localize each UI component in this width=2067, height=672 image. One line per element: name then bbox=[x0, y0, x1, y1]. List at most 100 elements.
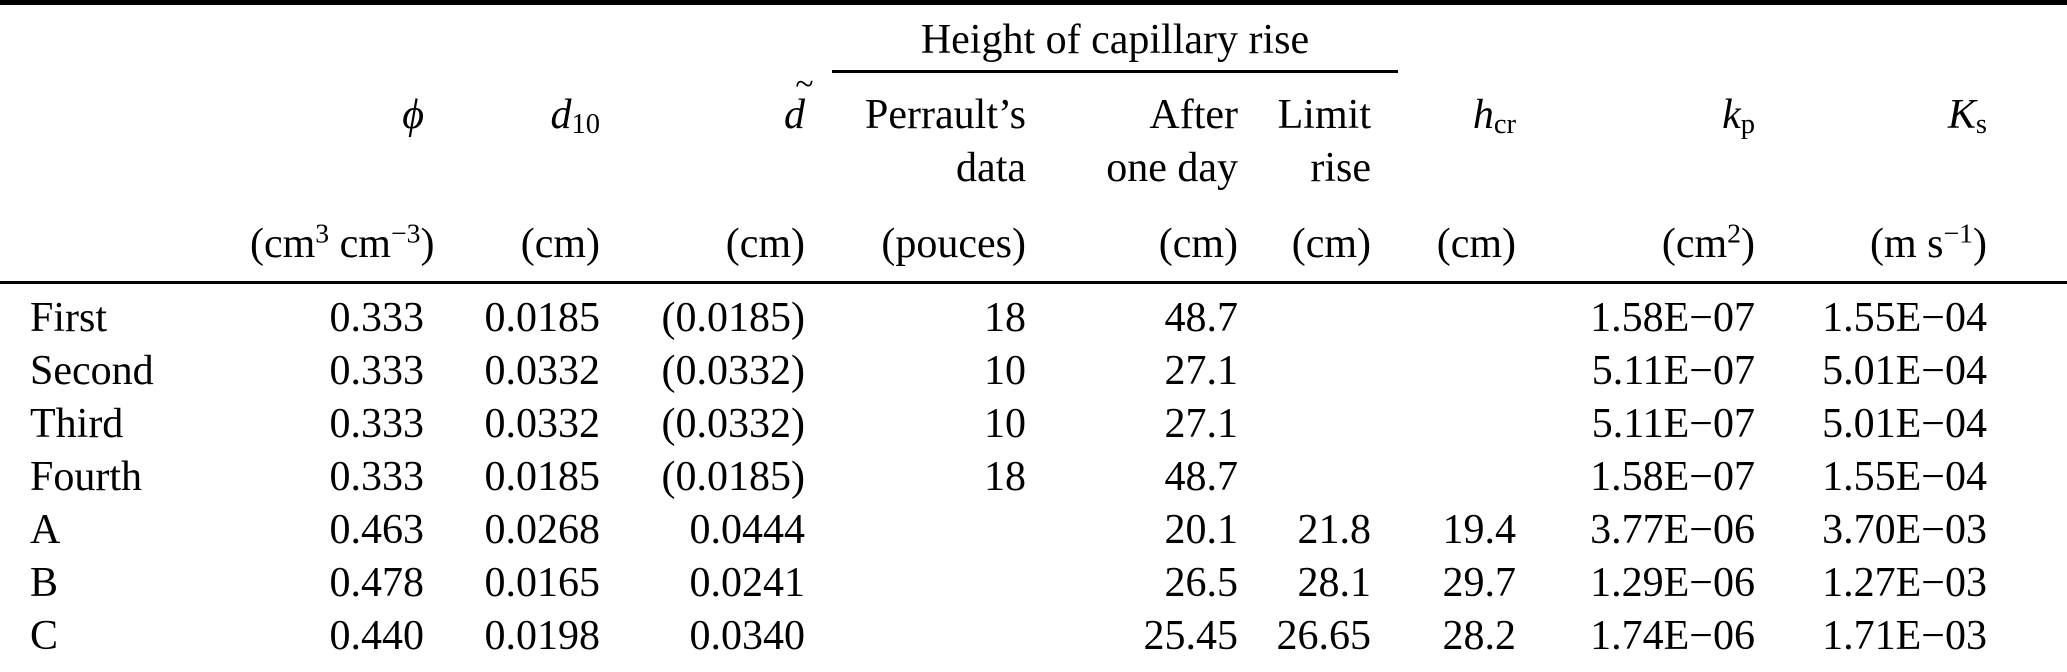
cell-after: 27.1 bbox=[1164, 401, 1239, 447]
d10-base: d bbox=[550, 92, 572, 138]
row-label: B bbox=[30, 560, 59, 606]
cell-ks: 5.01E−04 bbox=[1822, 401, 1987, 447]
table-header: Height of capillary rise ϕ d10 ~ d Perrau… bbox=[0, 3, 2067, 283]
group-header-row: Height of capillary rise bbox=[0, 3, 2067, 74]
cell-ks: 1.27E−03 bbox=[1822, 560, 1987, 606]
empty-cell bbox=[1987, 195, 2067, 283]
table-row: A 0.463 0.0268 0.0444 20.1 21.8 19.4 3.7… bbox=[0, 504, 2067, 557]
row-label: Third bbox=[30, 401, 124, 447]
unit-phi: (cm3 cm−3) bbox=[250, 217, 435, 267]
cell-hcr bbox=[1371, 451, 1516, 504]
d-tilde-symbol: ~ d bbox=[784, 66, 814, 138]
empty-cell bbox=[1987, 610, 2067, 672]
cell-dtilde: (0.0332) bbox=[661, 348, 805, 394]
cell-kp: 5.11E−07 bbox=[1591, 348, 1755, 394]
col-header-limit-rise: Limit rise bbox=[1277, 92, 1371, 191]
cell-hcr bbox=[1371, 398, 1516, 451]
cell-limit bbox=[1238, 451, 1371, 504]
cell-after: 20.1 bbox=[1164, 507, 1239, 553]
empty-cell bbox=[1987, 398, 2067, 451]
empty-cell bbox=[0, 195, 250, 283]
row-label: Second bbox=[30, 348, 154, 394]
cell-perrault bbox=[805, 610, 1026, 672]
empty-cell bbox=[1987, 504, 2067, 557]
cell-phi: 0.333 bbox=[250, 281, 424, 345]
units-row: (cm3 cm−3) (cm) (cm) (pouces) (cm) (cm) … bbox=[0, 195, 2067, 283]
col-header-hcr: hcr bbox=[1472, 92, 1516, 141]
cell-kp: 1.58E−07 bbox=[1516, 281, 1755, 345]
unit-perrault: (pouces) bbox=[881, 221, 1026, 267]
cell-limit: 21.8 bbox=[1297, 507, 1372, 553]
unit-limit: (cm) bbox=[1291, 221, 1371, 267]
unit-ks: (m s−1) bbox=[1870, 217, 1987, 267]
cell-kp: 1.29E−06 bbox=[1590, 560, 1755, 606]
cell-perrault: 10 bbox=[984, 348, 1026, 394]
cell-kp: 5.11E−07 bbox=[1591, 401, 1755, 447]
cell-dtilde: 0.0340 bbox=[689, 613, 806, 659]
cell-kp: 1.58E−07 bbox=[1590, 454, 1755, 500]
empty-cell bbox=[1987, 557, 2067, 610]
cell-dtilde: (0.0185) bbox=[661, 454, 805, 500]
cell-phi: 0.333 bbox=[329, 454, 425, 500]
cell-hcr bbox=[1371, 281, 1516, 345]
cell-after: 48.7 bbox=[1164, 454, 1239, 500]
cell-perrault bbox=[805, 504, 1026, 557]
cell-phi: 0.463 bbox=[329, 507, 425, 553]
phi-symbol: ϕ bbox=[402, 92, 424, 138]
row-label: A bbox=[30, 507, 61, 553]
cell-hcr: 28.2 bbox=[1442, 613, 1517, 659]
group-header-rule: Height of capillary rise bbox=[832, 18, 1398, 73]
cell-d10: 0.0198 bbox=[484, 613, 601, 659]
kp-subscript: p bbox=[1740, 109, 1755, 141]
table-row: Fourth 0.333 0.0185 (0.0185) 18 48.7 1.5… bbox=[0, 451, 2067, 504]
table-row: Second 0.333 0.0332 (0.0332) 10 27.1 5.1… bbox=[0, 345, 2067, 398]
cell-limit: 26.65 bbox=[1276, 613, 1372, 659]
table-row: B 0.478 0.0165 0.0241 26.5 28.1 29.7 1.2… bbox=[0, 557, 2067, 610]
group-header-cell: Height of capillary rise bbox=[805, 3, 1398, 73]
cell-after: 27.1 bbox=[1164, 348, 1239, 394]
table-row: Third 0.333 0.0332 (0.0332) 10 27.1 5.11… bbox=[0, 398, 2067, 451]
empty-cell bbox=[1371, 3, 2067, 74]
ks-subscript: s bbox=[1975, 109, 1987, 141]
cell-perrault: 10 bbox=[984, 401, 1026, 447]
row-label: Fourth bbox=[30, 454, 143, 500]
unit-d10: (cm) bbox=[520, 221, 600, 267]
table-row: First 0.333 0.0185 (0.0185) 18 48.7 1.58… bbox=[0, 281, 2067, 345]
column-header-row: ϕ d10 ~ d Perrault’s data After one day Lim… bbox=[0, 66, 2067, 195]
cell-phi: 0.440 bbox=[329, 613, 425, 659]
col-header-after-one-day: After one day bbox=[1106, 92, 1238, 191]
empty-cell bbox=[1987, 345, 2067, 398]
cell-kp: 1.74E−06 bbox=[1590, 613, 1755, 659]
cell-ks: 1.55E−04 bbox=[1822, 454, 1987, 500]
cell-d10: 0.0268 bbox=[484, 507, 601, 553]
cell-phi: 0.333 bbox=[329, 348, 425, 394]
cell-kp: 3.77E−06 bbox=[1590, 507, 1755, 553]
group-header-label: Height of capillary rise bbox=[920, 16, 1310, 63]
col-header-kp: kp bbox=[1722, 92, 1755, 141]
empty-cell bbox=[0, 3, 805, 74]
table-body: First 0.333 0.0185 (0.0185) 18 48.7 1.58… bbox=[0, 281, 2067, 672]
cell-limit bbox=[1238, 398, 1371, 451]
cell-hcr bbox=[1371, 345, 1516, 398]
table-row: C 0.440 0.0198 0.0340 25.45 26.65 28.2 1… bbox=[0, 610, 2067, 672]
d10-subscript: 10 bbox=[571, 109, 600, 141]
cell-dtilde: (0.0332) bbox=[661, 401, 805, 447]
cell-ks: 1.71E−03 bbox=[1822, 613, 1987, 659]
cell-perrault: 18 bbox=[984, 454, 1026, 500]
cell-limit: 28.1 bbox=[1297, 560, 1372, 606]
cell-dtilde: 0.0444 bbox=[689, 507, 806, 553]
cell-hcr: 29.7 bbox=[1442, 560, 1517, 606]
cell-hcr: 19.4 bbox=[1442, 507, 1517, 553]
cell-perrault bbox=[805, 557, 1026, 610]
cell-ks: 1.55E−04 bbox=[1755, 281, 1987, 345]
hcr-subscript: cr bbox=[1493, 109, 1516, 141]
cell-phi: 0.478 bbox=[329, 560, 425, 606]
cell-phi: 0.333 bbox=[329, 401, 425, 447]
row-label: C bbox=[30, 613, 59, 659]
cell-after: 25.45 bbox=[1143, 613, 1239, 659]
cell-after: 48.7 bbox=[1026, 281, 1238, 345]
tilde-accent: ~ bbox=[795, 66, 814, 104]
cell-limit bbox=[1238, 281, 1371, 345]
